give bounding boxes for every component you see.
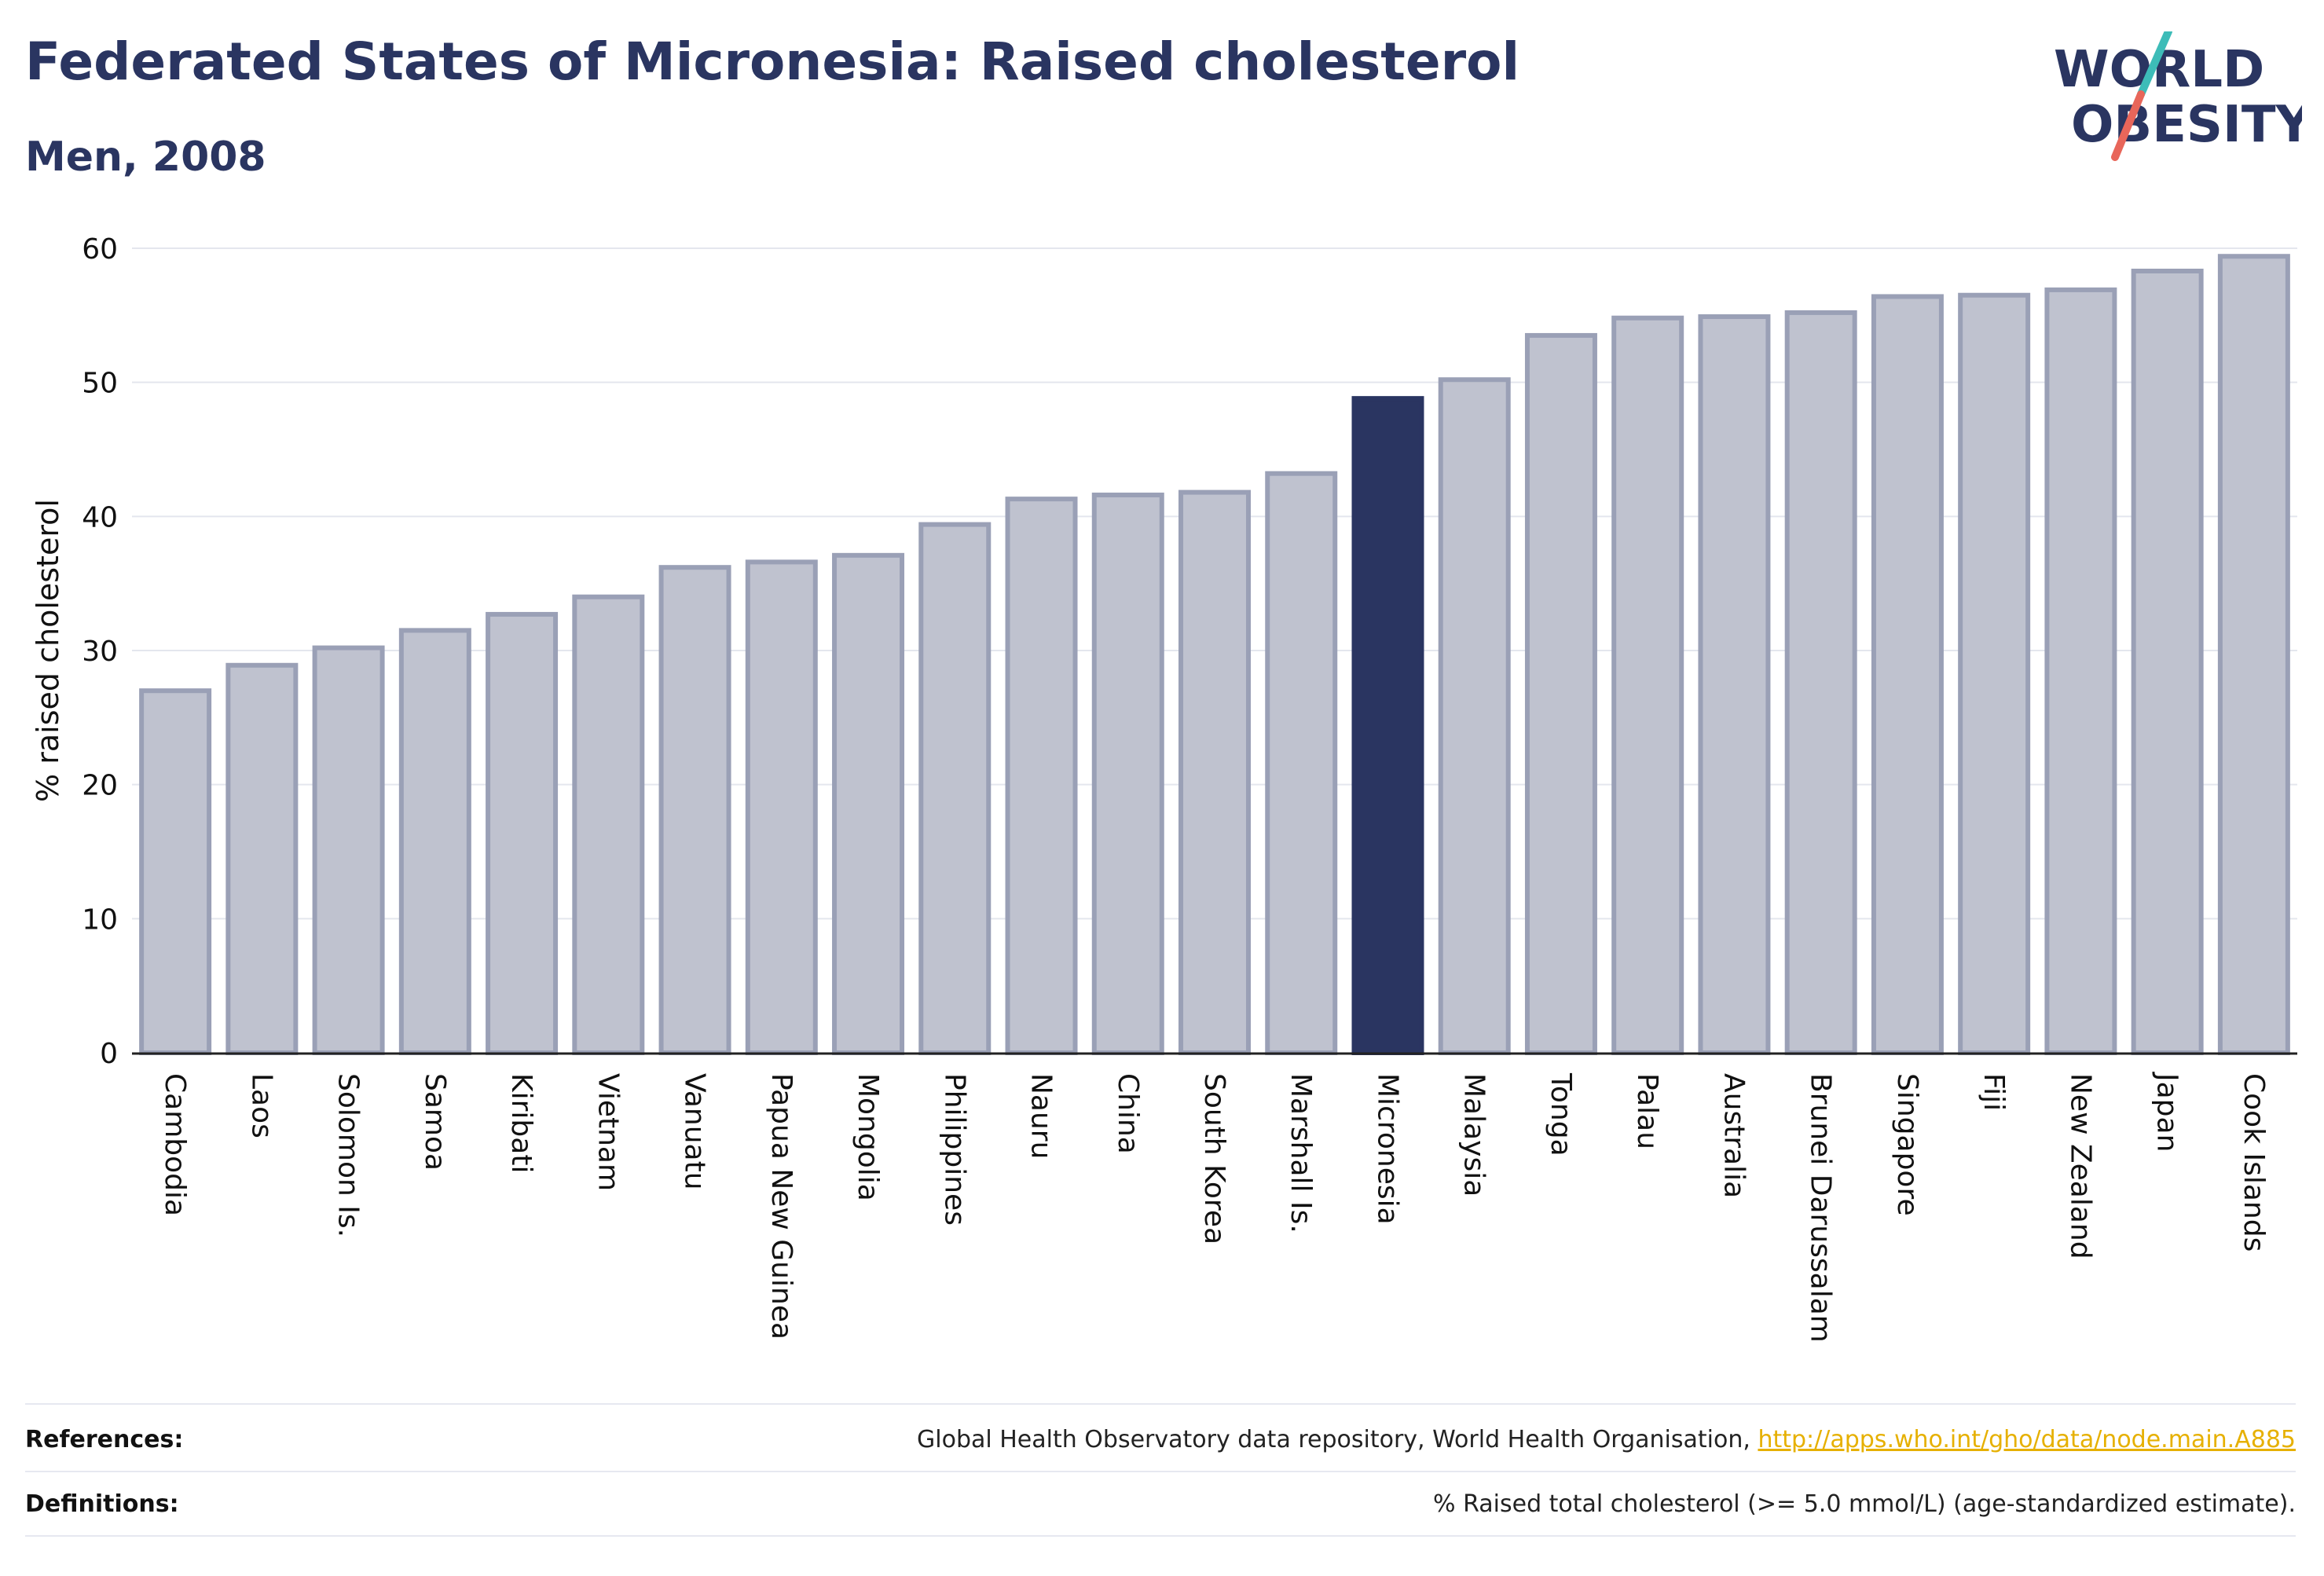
chart-title: Federated States of Micronesia: Raised c… [25, 31, 1520, 92]
bar [139, 688, 212, 1055]
bar [2131, 269, 2204, 1056]
x-tick-label: Fiji [1978, 1073, 2010, 1111]
world-obesity-logo: WORLD OBESITY [2054, 31, 2302, 161]
x-tick-label: Vanuatu [679, 1073, 711, 1190]
bar [1871, 294, 1944, 1055]
footer-separator-middle [25, 1471, 2296, 1472]
x-tick-label: Philippines [938, 1073, 970, 1226]
y-tick-label: 30 [82, 636, 118, 668]
chart-subtitle: Men, 2008 [25, 134, 266, 181]
x-tick-label: Palau [1631, 1073, 1663, 1149]
y-tick-label: 40 [82, 501, 118, 533]
x-tick-label: Solomon Is. [332, 1073, 365, 1237]
bar-highlight [1351, 396, 1424, 1055]
x-tick-label: New Zealand [2064, 1073, 2096, 1259]
x-tick-label: Marshall Is. [1285, 1073, 1317, 1233]
bar [745, 559, 818, 1055]
bar [2044, 287, 2117, 1055]
x-tick-label: Nauru [1025, 1073, 1058, 1159]
bar [1265, 471, 1338, 1055]
bar-chart: 0 10 20 30 40 50 60 Cambodia Laos Solomon Is. Sam… [31, 233, 2297, 1343]
references-source: Global Health Observatory data repositor… [917, 1425, 1758, 1453]
x-tick-label: Micronesia [1371, 1073, 1403, 1225]
bar [918, 522, 992, 1055]
y-axis-label: % raised cholesterol [31, 499, 65, 802]
y-tick-labels: 0 10 20 30 40 50 60 [82, 233, 118, 1070]
x-tick-label: Tonga [1545, 1072, 1577, 1156]
y-tick-label: 10 [82, 903, 118, 936]
definitions-label: Definitions: [25, 1490, 179, 1518]
bar [1698, 314, 1771, 1056]
bar [832, 552, 905, 1055]
y-tick-label: 60 [82, 233, 118, 266]
bar [2217, 254, 2290, 1055]
x-tick-label: Cambodia [159, 1073, 191, 1216]
y-tick-label: 50 [82, 368, 118, 400]
bar [1178, 489, 1251, 1055]
bar [1091, 493, 1164, 1055]
x-tick-label: Laos [245, 1073, 277, 1138]
x-tick-label: Samoa [419, 1073, 451, 1171]
bar [1958, 292, 2031, 1055]
logo-line2: OBESITY [2071, 96, 2302, 154]
bar [225, 662, 299, 1055]
bar [1611, 315, 1684, 1056]
bar [1005, 497, 1078, 1055]
bar [1438, 377, 1511, 1055]
x-tick-label: Singapore [1891, 1073, 1923, 1216]
x-tick-label: Japan [2151, 1072, 2183, 1152]
references-link[interactable]: http://apps.who.int/gho/data/node.main.A… [1758, 1425, 2296, 1453]
references-row: References: Global Health Observatory da… [25, 1408, 2296, 1471]
bar [312, 645, 385, 1055]
bar [486, 611, 559, 1055]
bar [658, 565, 731, 1055]
footer-separator-top [25, 1403, 2296, 1405]
logo-slash-top [2137, 31, 2172, 98]
references-text: Global Health Observatory data repositor… [917, 1426, 2296, 1453]
x-tick-label: Kiribati [505, 1073, 537, 1173]
bar [398, 628, 471, 1055]
bar [1524, 332, 1597, 1055]
x-tick-label: Papua New Guinea [765, 1073, 797, 1340]
x-tick-label: Vietnam [592, 1073, 624, 1191]
x-tick-labels: Cambodia Laos Solomon Is. Samoa Kiribati Viet… [159, 1072, 2270, 1343]
footer-separator-bottom [25, 1535, 2296, 1537]
definitions-row: Definitions: % Raised total cholesterol … [25, 1472, 2296, 1535]
bar [572, 594, 645, 1055]
x-tick-label: Brunei Darussalam [1805, 1073, 1837, 1343]
x-tick-label: Malaysia [1458, 1073, 1490, 1197]
x-tick-label: South Korea [1198, 1073, 1230, 1244]
x-tick-label: Mongolia [852, 1073, 884, 1201]
logo-slash-bottom [2111, 90, 2145, 161]
x-tick-label: Cook Islands [2238, 1073, 2270, 1252]
y-tick-label: 20 [82, 770, 118, 802]
references-label: References: [25, 1425, 184, 1453]
y-tick-label: 0 [100, 1038, 118, 1070]
bars [139, 254, 2290, 1056]
x-tick-label: China [1112, 1073, 1144, 1154]
definitions-text: % Raised total cholesterol (>= 5.0 mmol/… [1433, 1490, 2296, 1518]
bar [1784, 310, 1857, 1056]
x-tick-label: Australia [1717, 1073, 1750, 1198]
